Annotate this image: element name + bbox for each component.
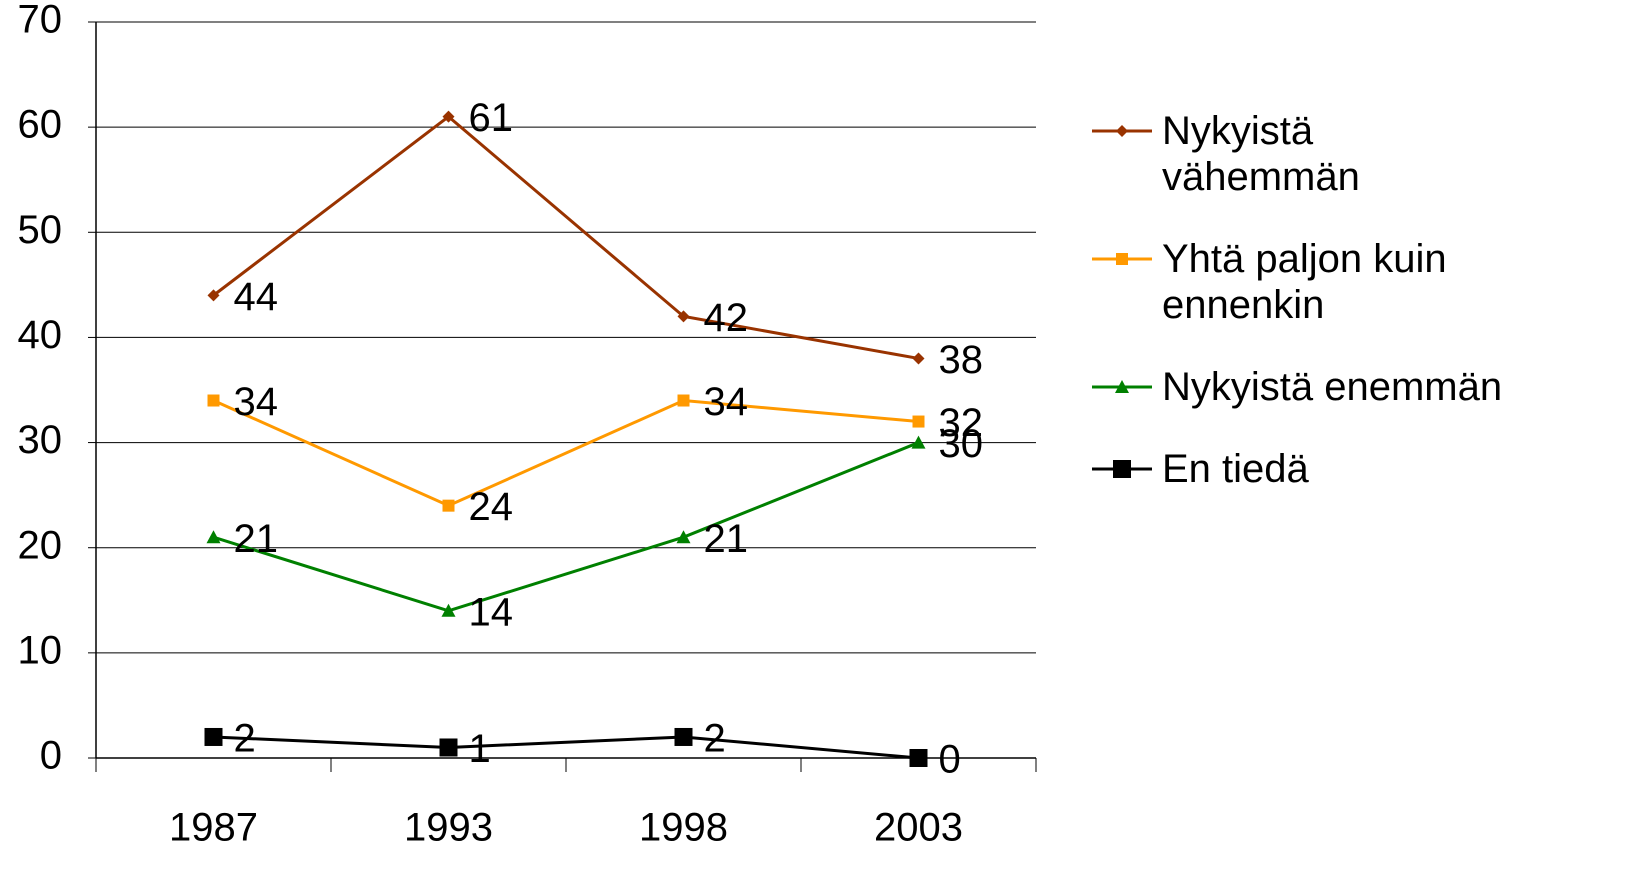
legend-label: Yhtä paljon kuin ennenkin: [1162, 237, 1447, 327]
y-tick-label: 0: [40, 734, 62, 778]
marker: [206, 530, 221, 544]
marker: [677, 310, 690, 323]
x-tick-label: 1998: [639, 806, 728, 850]
marker: [1113, 460, 1131, 478]
x-tick-label: 2003: [874, 806, 963, 850]
data-label: 32: [939, 401, 984, 445]
data-label: 14: [469, 590, 514, 634]
marker: [909, 749, 928, 767]
series-line: [213, 441, 920, 613]
marker: [204, 727, 223, 746]
legend: Nykyistä vähemmän Yhtä paljon kuin ennenk…: [1090, 108, 1510, 528]
marker: [676, 530, 691, 544]
legend-label: En tiedä: [1162, 447, 1309, 491]
data-label: 1: [469, 727, 491, 771]
data-label: 61: [469, 96, 514, 140]
y-tick-label: 40: [18, 313, 63, 357]
legend-item: Yhtä paljon kuin ennenkin: [1090, 236, 1510, 328]
data-label: 21: [234, 517, 279, 561]
series-line: [212, 398, 919, 508]
data-label: 38: [939, 338, 984, 382]
y-tick-label: 30: [18, 418, 63, 462]
series-line: [213, 735, 919, 760]
x-tick-label: 1993: [404, 806, 493, 850]
legend-swatch: [1092, 380, 1152, 393]
data-label: 42: [704, 296, 749, 340]
legend-label: Nykyistä vähemmän: [1162, 109, 1360, 199]
marker: [674, 727, 693, 746]
y-tick-label: 60: [18, 103, 63, 147]
marker: [912, 352, 925, 365]
y-tick-label: 70: [18, 0, 63, 42]
data-label: 30: [939, 422, 984, 466]
data-label: 2: [704, 717, 726, 761]
y-tick-label: 20: [18, 523, 63, 567]
marker: [442, 110, 455, 123]
data-label: 24: [469, 485, 514, 529]
legend-swatch: [1092, 460, 1152, 478]
marker: [441, 603, 456, 617]
legend-swatch: [1092, 253, 1152, 265]
marker: [207, 394, 220, 407]
data-label: 34: [234, 380, 279, 424]
marker: [1116, 253, 1128, 265]
marker: [1115, 380, 1129, 393]
y-tick-label: 50: [18, 208, 63, 252]
marker: [207, 289, 220, 302]
data-label: 2: [234, 717, 256, 761]
marker: [911, 435, 926, 449]
marker: [677, 394, 690, 407]
y-tick-label: 10: [18, 628, 63, 672]
data-label: 0: [939, 738, 961, 782]
marker: [442, 499, 455, 512]
legend-item: En tiedä: [1090, 446, 1510, 492]
legend-swatch: [1092, 125, 1152, 137]
legend-label: Nykyistä enemmän: [1162, 365, 1503, 409]
legend-item: Nykyistä vähemmän: [1090, 108, 1510, 200]
marker: [1116, 125, 1128, 137]
x-tick-label: 1987: [169, 806, 258, 850]
data-label: 44: [234, 275, 279, 319]
data-label: 21: [704, 517, 749, 561]
legend-item: Nykyistä enemmän: [1090, 364, 1510, 410]
marker: [912, 415, 925, 428]
marker: [439, 738, 458, 757]
data-label: 34: [704, 380, 749, 424]
series-line: [212, 114, 919, 360]
